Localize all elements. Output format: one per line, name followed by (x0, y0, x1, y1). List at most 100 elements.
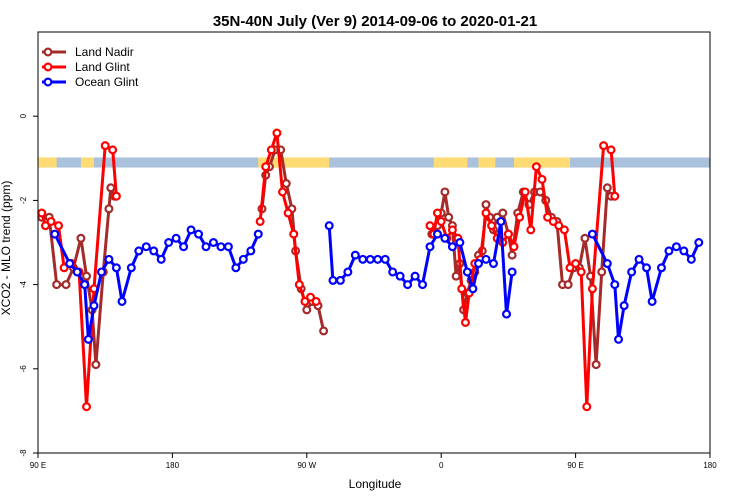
ocean-glint-point (694, 238, 704, 248)
ocean-glint-point (111, 263, 121, 273)
land-glint-point (283, 208, 293, 218)
land-band-segment (433, 157, 468, 168)
ocean-glint-point (496, 216, 506, 226)
ocean-glint-point (455, 238, 465, 248)
ocean-glint-point (238, 254, 248, 264)
ocean-glint-point (679, 246, 689, 256)
ocean-glint-point (156, 254, 166, 264)
ocean-glint-point (201, 242, 211, 252)
land-glint-point (311, 296, 321, 306)
ocean-glint-point (671, 242, 681, 252)
land-glint-point (40, 221, 50, 231)
land-nadir-point (104, 204, 114, 214)
ocean-glint-point (134, 246, 144, 256)
x-axis-label: Longitude (349, 477, 402, 491)
land-nadir-point (507, 250, 517, 260)
land-glint-point (582, 402, 592, 412)
land-nadir-point (602, 183, 612, 193)
legend-marker-land-nadir (43, 47, 53, 57)
land-band-segment (527, 157, 570, 168)
ocean-glint-point (619, 301, 629, 311)
land-glint-point (460, 317, 470, 327)
land-glint-point (432, 208, 442, 218)
ocean-glint-point (194, 229, 204, 239)
ocean-glint-point (462, 267, 472, 277)
ocean-glint-point (89, 301, 99, 311)
series-layer (37, 128, 704, 412)
land-glint-point (481, 208, 491, 218)
land-glint-point (294, 280, 304, 290)
land-glint-point (306, 292, 316, 302)
x-tick-label: 180 (703, 461, 717, 470)
land-nadir-point (302, 305, 312, 315)
ocean-glint-point (117, 296, 127, 306)
y-tick-label: -2 (19, 196, 28, 204)
legend-marker-land-glint (43, 62, 53, 72)
land-glint-point (554, 221, 564, 231)
ocean-glint-point (208, 238, 218, 248)
land-nadir-point (76, 233, 86, 243)
ocean-glint-point (686, 254, 696, 264)
land-nadir-point (580, 233, 590, 243)
land-glint-point (59, 263, 69, 273)
land-glint-point (447, 225, 457, 235)
ocean-glint-point (72, 267, 82, 277)
y-tick-label: -4 (19, 280, 28, 288)
land-nadir-point (444, 212, 454, 222)
ocean-glint-point (164, 238, 174, 248)
ocean-glint-point (141, 242, 151, 252)
x-tick-label: 90 E (30, 461, 46, 470)
ocean-glint-point (380, 254, 390, 264)
land-glint-point (100, 141, 110, 151)
land-band-segment (38, 157, 57, 168)
ocean-glint-point (179, 242, 189, 252)
ocean-glint-point (418, 280, 428, 290)
land-nadir-point (591, 360, 601, 370)
ocean-glint-point (447, 242, 457, 252)
legend-label-ocean-glint: Ocean Glint (75, 75, 139, 89)
land-band-segment (514, 157, 528, 168)
x-tick-label: 180 (166, 461, 180, 470)
land-nadir-point (106, 183, 116, 193)
ocean-glint-point (186, 225, 196, 235)
land-glint-point (457, 284, 467, 294)
ocean-glint-point (365, 254, 375, 264)
ocean-glint-point (403, 280, 413, 290)
ocean-glint-point (216, 242, 226, 252)
land-nadir-point (451, 271, 461, 281)
land-glint-point (606, 145, 616, 155)
x-tick-label: 90 W (297, 461, 316, 470)
ocean-glint-point (395, 271, 405, 281)
land-glint-point (515, 212, 525, 222)
land-glint-point (526, 225, 536, 235)
ocean-glint-point (96, 267, 106, 277)
x-tick-label: 90 E (567, 461, 583, 470)
land-glint-point (37, 208, 47, 218)
y-tick-label: 0 (19, 113, 28, 118)
land-nadir-point (481, 200, 491, 210)
ocean-glint-point (335, 275, 345, 285)
ocean-glint-point (587, 229, 597, 239)
land-glint-point (520, 187, 530, 197)
land-band-segment (80, 157, 94, 168)
legend-label-land-nadir: Land Nadir (75, 45, 134, 59)
land-glint-point (548, 216, 558, 226)
land-nadir-point (498, 208, 508, 218)
land-glint-point (272, 128, 282, 138)
ocean-glint-point (126, 263, 136, 273)
land-band-segment (258, 157, 330, 168)
land-glint-point (537, 174, 547, 184)
ocean-glint-point (373, 254, 383, 264)
land-glint-point (289, 229, 299, 239)
ocean-glint-point (507, 267, 517, 277)
ocean-glint-point (343, 267, 353, 277)
land-glint-point (571, 259, 581, 269)
ocean-glint-point (80, 280, 90, 290)
ocean-glint-point (246, 246, 256, 256)
ocean-glint-point (647, 296, 657, 306)
land-glint-point (587, 284, 597, 294)
land-glint-point (436, 216, 446, 226)
land-glint-point (565, 263, 575, 273)
ocean-glint-point (602, 259, 612, 269)
